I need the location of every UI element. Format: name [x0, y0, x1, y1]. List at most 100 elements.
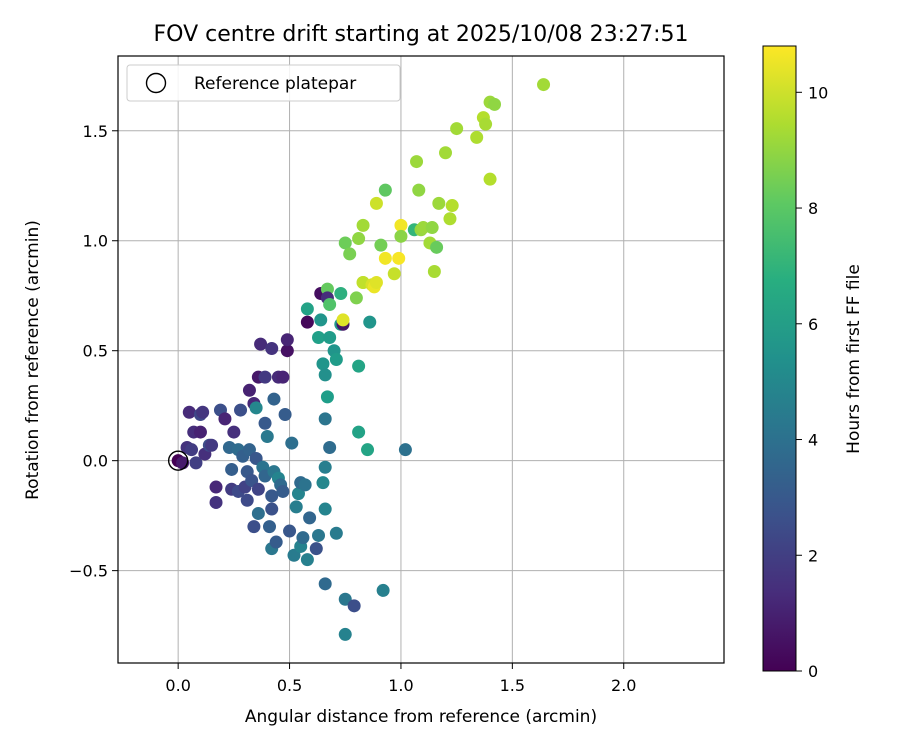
data-point	[427, 265, 441, 279]
data-point	[394, 229, 408, 243]
data-point	[394, 218, 408, 232]
x-tick-label: 1.0	[388, 676, 413, 695]
data-point	[488, 97, 502, 111]
data-point	[280, 333, 294, 347]
data-point	[245, 473, 259, 487]
data-point	[300, 553, 314, 567]
data-point	[298, 478, 312, 492]
x-tick-label: 0.0	[165, 676, 190, 695]
data-point	[329, 526, 343, 540]
data-point	[410, 155, 424, 169]
data-point	[263, 520, 276, 534]
y-axis-label: Rotation from reference (arcmin)	[23, 220, 43, 500]
data-point	[450, 122, 464, 136]
x-tick-label: 0.5	[277, 676, 302, 695]
data-point	[378, 183, 392, 197]
data-point	[309, 542, 323, 556]
data-point	[537, 78, 551, 92]
data-point	[443, 212, 457, 226]
plot-frame	[117, 55, 725, 664]
data-point	[276, 370, 290, 384]
data-point	[285, 436, 299, 450]
x-axis-ticks: 0.0 0.5 1.0 1.5 2.0	[165, 663, 636, 695]
legend-box	[126, 64, 401, 102]
data-point	[258, 416, 272, 430]
colorbar	[762, 45, 797, 672]
data-point	[338, 236, 352, 250]
data-point	[369, 196, 383, 210]
data-point	[363, 315, 377, 329]
data-point	[242, 443, 256, 457]
data-point	[278, 407, 292, 421]
y-tick-label: 0.0	[83, 452, 108, 471]
data-point	[356, 218, 370, 232]
data-point	[287, 548, 301, 562]
data-point	[387, 267, 401, 281]
y-tick-label: 0.5	[83, 342, 108, 361]
data-point	[209, 495, 223, 509]
data-point	[300, 315, 314, 329]
data-point	[334, 287, 348, 301]
y-axis-ticks: −0.5 0.0 0.5 1.0 1.5	[69, 122, 118, 581]
data-point	[205, 438, 219, 452]
data-point	[289, 500, 303, 514]
data-point	[323, 331, 337, 345]
y-tick-label: 1.0	[83, 232, 108, 251]
x-tick-label: 1.5	[500, 676, 525, 695]
data-point	[303, 511, 317, 525]
data-point	[318, 412, 332, 426]
data-point	[196, 405, 210, 419]
data-point	[249, 451, 263, 465]
data-point	[300, 302, 314, 316]
data-point	[189, 456, 203, 470]
data-point	[247, 520, 261, 534]
data-point	[483, 172, 497, 186]
data-point	[398, 443, 412, 457]
chart-title: FOV centre drift starting at 2025/10/08 …	[154, 22, 689, 47]
colorbar-tick-label: 10	[808, 83, 828, 102]
data-point	[352, 425, 366, 439]
data-point	[218, 412, 232, 426]
data-point	[254, 337, 268, 351]
reference-point	[167, 450, 189, 471]
data-point	[320, 390, 334, 404]
data-point	[369, 276, 383, 290]
data-point	[318, 502, 332, 516]
data-point	[329, 353, 343, 366]
data-point	[249, 401, 263, 415]
colorbar-ticks: 0 2 4 6 8 10	[796, 83, 828, 681]
data-point	[227, 425, 241, 439]
colorbar-tick-label: 4	[808, 431, 818, 450]
data-point	[258, 370, 272, 384]
data-point	[260, 429, 274, 443]
data-point	[251, 506, 265, 520]
data-point	[432, 196, 446, 210]
data-point	[291, 487, 305, 501]
colorbar-label: Hours from first FF file	[844, 264, 864, 454]
data-point	[338, 627, 352, 641]
data-point	[347, 599, 361, 613]
data-point	[316, 357, 330, 371]
colorbar-tick-label: 0	[808, 662, 818, 681]
data-point	[323, 298, 337, 312]
data-point	[338, 592, 352, 606]
data-point	[416, 221, 430, 235]
data-point	[425, 221, 439, 235]
data-point	[267, 392, 281, 406]
colorbar-tick-label: 8	[808, 199, 818, 218]
data-point	[283, 524, 297, 538]
data-point	[430, 240, 444, 254]
data-point	[276, 484, 290, 498]
data-point	[349, 291, 363, 305]
colorbar-tick-label: 2	[808, 546, 818, 565]
data-point	[265, 489, 279, 503]
data-point	[352, 232, 366, 246]
data-point	[269, 535, 283, 549]
data-point	[280, 344, 294, 358]
data-point	[242, 383, 256, 397]
data-point	[445, 199, 459, 213]
data-point	[439, 146, 453, 160]
data-point	[378, 251, 392, 265]
data-point	[374, 238, 388, 252]
y-tick-label: −0.5	[69, 562, 108, 581]
